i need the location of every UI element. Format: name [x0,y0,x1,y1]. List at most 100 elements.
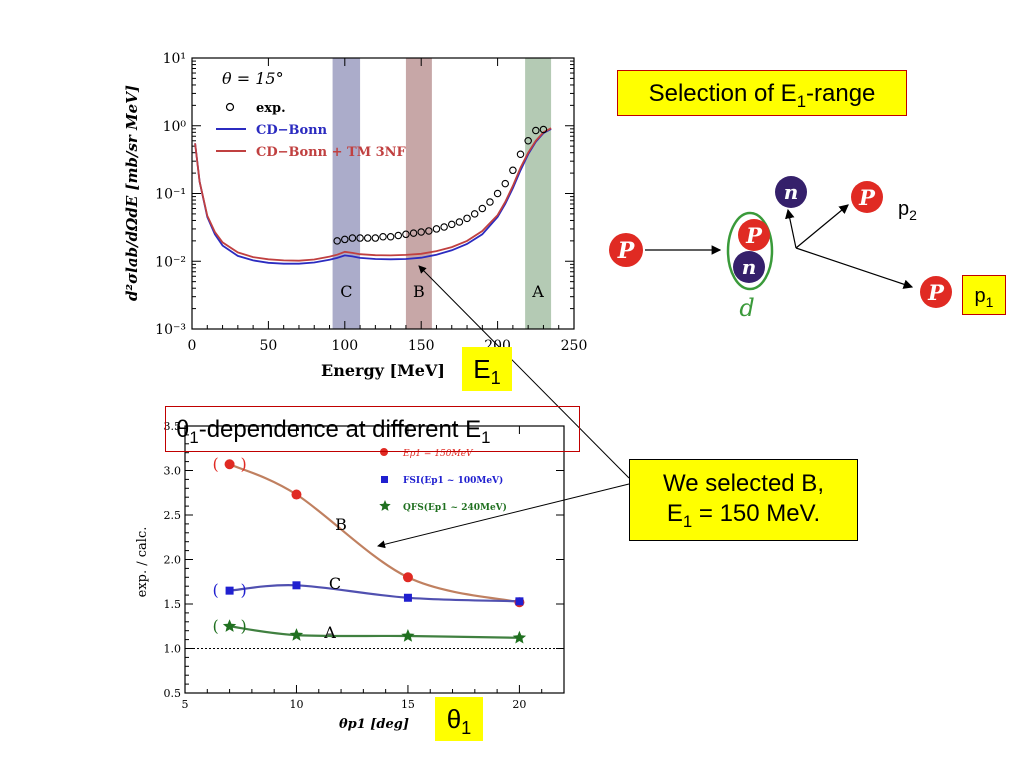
exp-point [448,220,456,229]
legend-marker-B [380,448,388,456]
paren-right: ) [240,581,246,600]
selection-note: We selected B, E1 = 150 MeV. [629,459,858,541]
deuteron-label: d [739,294,754,322]
curve-label-C: C [329,574,341,593]
theta1-label: θ1 [435,697,483,741]
selection-title: Selection of E1-range [617,70,907,116]
star-marker [289,628,304,641]
paren-right: ) [240,616,246,635]
y-tick-label: 3.0 [164,465,182,478]
svg-text:P: P [927,280,945,305]
band-A [525,58,552,329]
legend-B: Ep1 = 150MeV [402,449,474,459]
exp-point [402,230,410,239]
exp-point [532,126,540,135]
outgoing-proton-2: P [851,181,883,213]
series-line-CD−Bonn [194,128,552,265]
p2-label: p2 [898,198,917,223]
exp-point [394,231,403,240]
exp-point [455,218,464,226]
band-label-A: A [531,282,544,301]
exp-point [463,214,471,223]
y-axis-label: exp. / calc. [135,527,150,598]
p2-arrow [795,204,849,249]
x-tick-label: 250 [561,338,588,354]
svg-text:n: n [742,255,757,279]
deuteron-ring [726,211,774,291]
star-marker [379,500,391,511]
pointer-to-top-chart [418,265,630,479]
svg-text:P: P [617,238,636,264]
y-tick-label: 10⁻³ [155,322,186,338]
legend-cdbonn: CD−Bonn [256,123,328,138]
outgoing-proton-1: P [920,276,952,308]
band-label-B: B [413,282,425,301]
y-tick-label: 2.5 [164,509,182,522]
legend-C: FSI(Ep1 ~ 100MeV) [403,475,503,486]
y-tick-label: 10⁻¹ [155,187,186,203]
fit-curve-A [229,625,520,639]
y-tick-label: 10¹ [163,51,186,67]
theta-dependence-title: θ1-dependence at different E1 [165,406,580,452]
angle-annotation: θ = 15° [222,69,284,88]
x-tick-label: 50 [259,338,277,354]
n-arrow [785,208,797,249]
paren-left: ( [212,454,218,473]
svg-text:P: P [858,185,876,210]
curve-label-A: A [323,623,336,642]
band-C [332,58,361,329]
y-tick-label: 10⁰ [163,119,187,135]
legend-marker-C [381,476,388,483]
y-tick-label: 2.0 [164,554,182,567]
paren-left: ( [212,581,218,600]
exp-point [371,234,380,242]
exp-point [379,232,387,241]
paren-right: ) [240,454,246,473]
fit-curve-C [229,584,520,603]
exp-point [440,223,448,231]
exp-point [501,179,509,188]
star-marker [401,629,415,642]
band-B [405,58,432,329]
point-B [224,459,235,470]
y-tick-label: 1.5 [164,598,182,611]
exp-point [341,235,349,244]
exp-point [539,125,548,134]
x-axis-label: Energy [MeV] [321,361,445,380]
star-marker [512,630,527,644]
point-C [403,593,412,602]
e1-label: E1 [462,347,512,391]
y-tick-label: 1.0 [164,643,182,656]
legend-tm: CD−Bonn + TM 3NF [256,145,407,160]
series-line-CD−Bonn + TM 3NF [194,127,552,262]
exp-point [425,227,433,235]
exp-point [363,234,372,242]
deuteron-neutron: n [733,251,765,283]
exp-point [417,228,425,236]
exp-point [509,166,517,175]
note-line-1: We selected B, [663,470,824,497]
deuteron-proton: P [738,219,770,251]
y-tick-label: 0.5 [164,687,182,700]
point-C [225,586,234,595]
paren-left: ( [212,616,218,635]
y-tick-label: 3.5 [164,420,182,433]
p1-arrow [795,247,914,289]
svg-text:P: P [745,223,763,248]
point-B [402,572,413,583]
exp-point [409,229,418,237]
band-label-C: C [340,282,352,301]
exp-point [348,234,357,242]
x-tick-label: 20 [512,698,526,711]
x-tick-label: 150 [408,338,435,354]
exp-point [356,234,364,242]
y-tick-label: 10⁻² [155,254,186,270]
x-tick-label: 100 [331,338,358,354]
legend-exp: exp. [256,101,286,116]
y-axis-label: d²σlab/dΩdE [mb/sr MeV] [123,85,141,301]
star-marker [222,619,237,632]
point-C [515,597,524,606]
outgoing-neutron: n [775,176,807,208]
fit-curve-B [229,463,520,604]
exp-point [516,150,525,158]
